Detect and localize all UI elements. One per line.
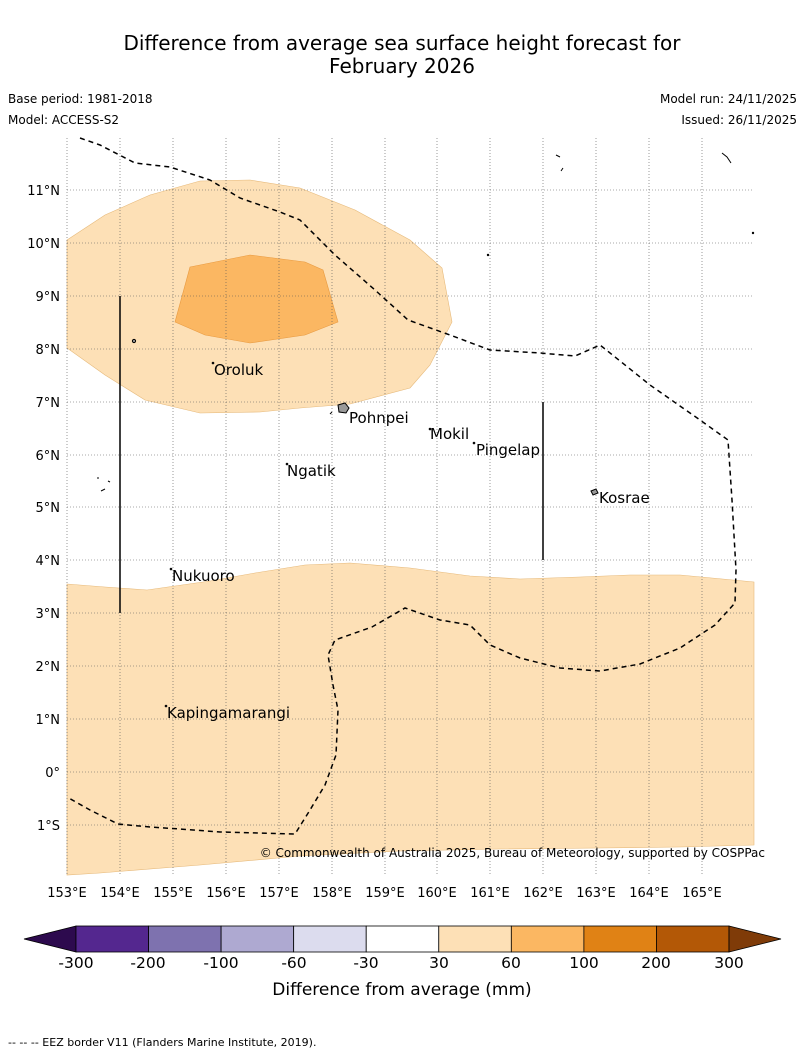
lat-tick: 11°N: [27, 184, 60, 199]
lon-tick: 155°E: [153, 886, 193, 901]
lat-tick: 3°N: [36, 607, 61, 622]
island-group-north: [555, 152, 732, 172]
model-run: Model run: 24/11/2025: [659, 92, 797, 106]
island-kosrae: [590, 488, 599, 496]
colorbar-segment: [293, 925, 367, 953]
anomaly-30-60-south: [66, 562, 755, 876]
lon-tick: 159°E: [365, 886, 405, 901]
lat-tick: 8°N: [36, 343, 61, 358]
island-pohnpei: [337, 402, 350, 414]
colorbar-tick: -200: [130, 954, 165, 972]
lon-tick: 161°E: [470, 886, 510, 901]
colorbar-tick: -60: [281, 954, 306, 972]
island-small-2: [211, 361, 215, 365]
island-small-3: [285, 462, 289, 466]
island-group-west: [97, 477, 111, 492]
lat-tick: 7°N: [36, 396, 61, 411]
colorbar-segment: [656, 925, 730, 953]
lat-tick-labels: 11°N 10°N 9°N 8°N 7°N 6°N 5°N 4°N 3°N 2°…: [27, 184, 60, 834]
colorbar: [23, 925, 782, 953]
place-pohnpei: Pohnpei: [349, 409, 409, 427]
colorbar-tick: -300: [58, 954, 93, 972]
place-kosrae: Kosrae: [599, 489, 650, 507]
island-small-9: [751, 231, 755, 235]
lon-tick: 154°E: [100, 886, 140, 901]
lon-tick: 156°E: [206, 886, 246, 901]
grid-lines: [66, 138, 754, 875]
lat-tick: 0°: [45, 766, 60, 781]
lat-tick: 4°N: [36, 554, 61, 569]
colorbar-extend-high: [728, 925, 782, 953]
colorbar-tick: 200: [641, 954, 671, 972]
lat-tick: 1°S: [37, 819, 60, 834]
place-ngatik: Ngatik: [287, 462, 336, 480]
island-near-pohnpei: [329, 411, 333, 415]
place-kapingamarangi: Kapingamarangi: [167, 704, 290, 722]
eez-source-note: -- -- -- EEZ border V11 (Flanders Marine…: [8, 1036, 317, 1049]
copyright-note: © Commonwealth of Australia 2025, Bureau…: [260, 846, 765, 860]
place-pingelap: Pingelap: [476, 441, 540, 459]
colorbar-tick: 300: [714, 954, 744, 972]
place-nukuoro: Nukuoro: [172, 567, 235, 585]
island-small-8: [486, 253, 490, 257]
lon-tick: 162°E: [523, 886, 563, 901]
lat-tick: 5°N: [36, 501, 61, 516]
lon-tick: 165°E: [682, 886, 722, 901]
lon-tick: 160°E: [417, 886, 457, 901]
lon-tick: 158°E: [312, 886, 352, 901]
colorbar-segment: [75, 925, 149, 953]
lat-tick: 9°N: [36, 290, 61, 305]
colorbar-segment: [438, 925, 512, 953]
lon-tick: 164°E: [629, 886, 669, 901]
island-small-5: [472, 441, 476, 445]
anomaly-60-100-north: [174, 254, 339, 344]
lon-tick-labels: 153°E 154°E 155°E 156°E 157°E 158°E 159°…: [47, 886, 722, 901]
chart-title: Difference from average sea surface heig…: [0, 32, 804, 78]
colorbar-extend-low: [23, 925, 77, 953]
colorbar-segment: [583, 925, 657, 953]
island-small-6: [169, 567, 173, 571]
island-small-4: [428, 427, 432, 431]
colorbar-tick-labels: -300 -200 -100 -60 -30 30 60 100 200 300: [58, 954, 743, 972]
lat-tick: 2°N: [36, 660, 61, 675]
place-oroluk: Oroluk: [214, 361, 263, 379]
island-small-1: [131, 338, 137, 344]
colorbar-segment: [510, 925, 585, 953]
model-name: Model: ACCESS-S2: [8, 113, 120, 127]
place-mokil: Mokil: [430, 425, 469, 443]
colorbar-tick: -100: [203, 954, 238, 972]
lat-tick: 10°N: [27, 237, 60, 252]
colorbar-tick: 30: [429, 954, 449, 972]
colorbar-tick: 60: [501, 954, 521, 972]
colorbar-tick: 100: [569, 954, 599, 972]
lon-tick: 163°E: [576, 886, 616, 901]
colorbar-label: Difference from average (mm): [272, 980, 531, 1000]
lat-tick: 6°N: [36, 449, 61, 464]
lat-tick: 1°N: [36, 713, 61, 728]
base-period: Base period: 1981-2018: [8, 92, 153, 106]
issued-date: Issued: 26/11/2025: [681, 113, 797, 127]
colorbar-segment: [148, 925, 222, 953]
colorbar-tick: -30: [353, 954, 378, 972]
colorbar-segment: [220, 925, 295, 953]
title-line-2: February 2026: [329, 54, 475, 78]
title-line-1: Difference from average sea surface heig…: [123, 31, 681, 55]
colorbar-segment: [365, 925, 440, 953]
islands: [97, 152, 755, 708]
place-labels: Oroluk Pohnpei Mokil Pingelap Ngatik Kos…: [167, 361, 650, 722]
lon-tick: 157°E: [259, 886, 299, 901]
lon-tick: 153°E: [47, 886, 87, 901]
island-small-7: [164, 704, 168, 708]
